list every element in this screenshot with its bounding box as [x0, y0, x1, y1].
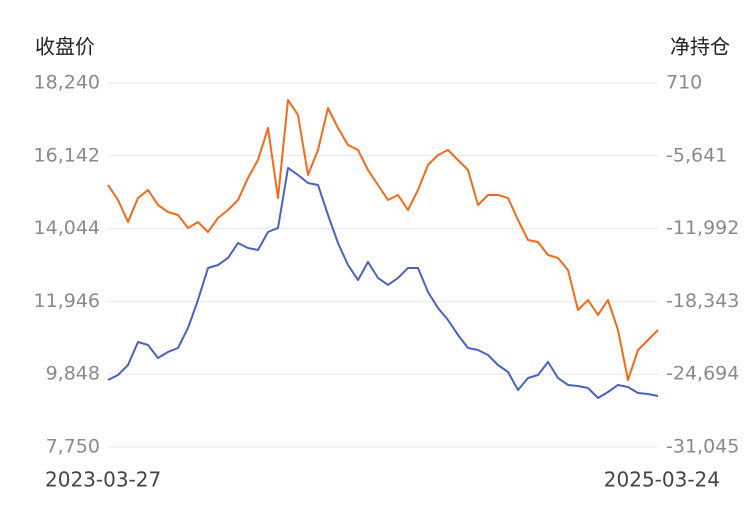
y-tick-label: 16,142 — [34, 144, 100, 166]
y2-tick-label: -24,694 — [666, 363, 739, 385]
y-tick-label: 11,946 — [34, 290, 100, 312]
y-tick-label: 7,750 — [46, 436, 100, 458]
y2-tick-label: -5,641 — [666, 144, 727, 166]
y2-tick-label: 710 — [666, 72, 702, 94]
series-line — [107, 99, 659, 381]
y2-axis-title: 净持仓 — [670, 35, 730, 59]
series-line — [107, 166, 659, 399]
y2-tick-label: -31,045 — [666, 436, 739, 458]
y2-tick-label: -18,343 — [666, 290, 739, 312]
y-tick-label: 14,044 — [34, 217, 100, 239]
x-tick-label: 2023-03-27 — [45, 468, 161, 492]
y-tick-label: 18,240 — [34, 72, 100, 94]
x-tick-label: 2025-03-24 — [604, 468, 720, 492]
y-tick-label: 9,848 — [46, 363, 100, 385]
y2-tick-label: -11,992 — [666, 217, 739, 239]
y-axis-title: 收盘价 — [35, 35, 95, 59]
